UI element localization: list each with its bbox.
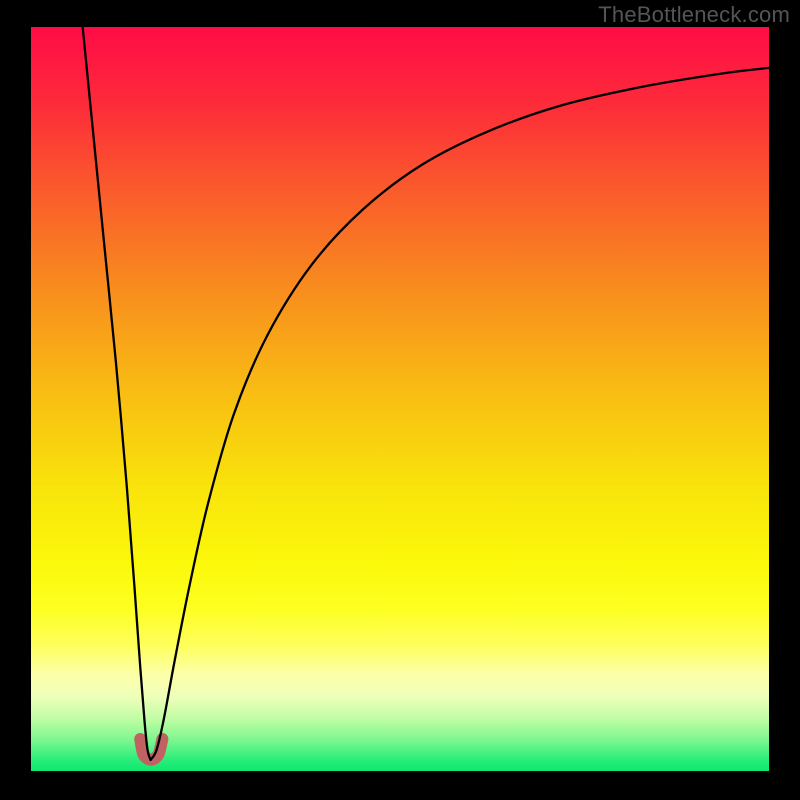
chart-stage: TheBottleneck.com: [0, 0, 800, 800]
watermark-text: TheBottleneck.com: [598, 2, 790, 28]
bottleneck-chart: [0, 0, 800, 800]
plot-background: [31, 27, 769, 771]
